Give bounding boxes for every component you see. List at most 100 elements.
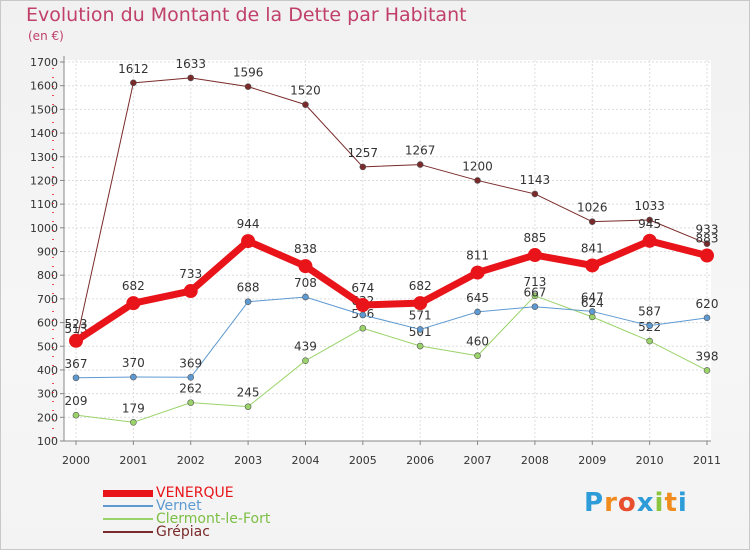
data-point xyxy=(187,74,195,82)
y-tick-label: 800 xyxy=(37,269,58,282)
series-gr-piac: 513 1612 1633 1596 1520 1257 1267 1200 1143 1026 1… xyxy=(65,57,719,347)
x-tick-label: 2010 xyxy=(636,454,664,467)
logo-letter: i xyxy=(654,488,665,518)
data-point xyxy=(126,296,141,311)
y-tick-label: 1200 xyxy=(30,174,58,187)
series-line xyxy=(75,296,708,379)
data-label: 179 xyxy=(122,401,145,415)
data-label: 945 xyxy=(638,217,661,231)
data-point xyxy=(474,177,481,184)
data-point xyxy=(355,298,370,313)
data-label: 645 xyxy=(466,291,489,305)
data-label: 367 xyxy=(65,357,88,371)
data-point xyxy=(244,83,252,90)
y-tick-label: 1000 xyxy=(30,222,58,235)
data-label: 1612 xyxy=(118,62,149,76)
data-label: 811 xyxy=(466,249,489,263)
data-point xyxy=(241,234,256,249)
data-label: 883 xyxy=(696,232,719,246)
data-point xyxy=(359,311,367,319)
y-tick-label: 1700 xyxy=(30,56,58,69)
data-label: 1520 xyxy=(290,84,321,98)
data-label: 1143 xyxy=(520,173,551,187)
data-label: 398 xyxy=(696,349,719,363)
data-point xyxy=(187,399,195,406)
data-label: 708 xyxy=(294,276,317,290)
data-label: 587 xyxy=(638,305,661,319)
data-label: 209 xyxy=(65,394,88,408)
series-line xyxy=(75,295,708,423)
data-label: 944 xyxy=(237,217,260,231)
x-tick-label: 2000 xyxy=(62,454,90,467)
y-tick-label: 700 xyxy=(37,293,58,306)
x-tick-label: 2008 xyxy=(521,454,549,467)
data-point xyxy=(72,411,80,419)
data-label: 523 xyxy=(65,317,88,331)
y-tick-label: 900 xyxy=(37,246,58,259)
data-point xyxy=(359,163,367,171)
data-point xyxy=(703,367,711,374)
series-vernet: 367370369688708632571645667647587620 xyxy=(65,276,718,382)
data-point xyxy=(416,342,424,350)
x-tick-label: 2003 xyxy=(234,454,262,467)
logo-letter: i xyxy=(677,488,688,518)
x-tick-label: 2005 xyxy=(349,454,377,467)
x-tick-label: 2001 xyxy=(119,454,147,467)
data-point xyxy=(183,284,198,299)
legend-swatch xyxy=(103,531,153,533)
series-clermont-le-fort: 209179262245439576501460713624522398 xyxy=(65,275,719,426)
data-label: 439 xyxy=(294,340,317,354)
data-label: 933 xyxy=(696,223,719,237)
data-label: 838 xyxy=(294,242,317,256)
logo-letter: o xyxy=(617,488,637,518)
data-point xyxy=(646,337,653,345)
data-label: 460 xyxy=(466,335,489,349)
data-label: 841 xyxy=(581,241,604,255)
data-label: 1596 xyxy=(233,66,264,80)
data-point xyxy=(585,258,600,273)
data-point xyxy=(588,308,596,315)
data-label: 682 xyxy=(122,279,145,293)
data-label: 885 xyxy=(523,231,546,245)
series-venerque: 523 682 733 944 838 674 682 811 885 841 945 883 xyxy=(65,217,719,348)
data-point xyxy=(359,324,367,332)
data-label: 370 xyxy=(122,356,145,370)
logo-letter: r xyxy=(604,488,618,518)
data-label: 1033 xyxy=(634,199,665,213)
data-label: 674 xyxy=(351,281,374,295)
plot-area xyxy=(64,60,711,441)
data-point xyxy=(130,373,137,381)
y-tick-label: 200 xyxy=(37,411,58,424)
data-point xyxy=(646,322,653,329)
y-tick-label: 300 xyxy=(37,388,58,401)
data-point xyxy=(703,240,711,247)
data-point xyxy=(700,248,714,263)
data-label: 262 xyxy=(179,382,202,396)
data-point xyxy=(130,418,137,426)
data-label: 1633 xyxy=(175,57,206,71)
data-label: 713 xyxy=(523,275,546,289)
data-point xyxy=(72,374,80,382)
data-label: 571 xyxy=(409,308,432,322)
y-tick-label: 1400 xyxy=(30,127,58,140)
data-label: 369 xyxy=(179,356,202,370)
series-line xyxy=(74,237,708,344)
y-tick-label: 1600 xyxy=(30,80,58,93)
logo-letter: t xyxy=(664,488,678,518)
y-tick-label: 1500 xyxy=(30,103,58,116)
y-tick-label: 1300 xyxy=(30,151,58,164)
data-point xyxy=(69,333,83,348)
data-point xyxy=(413,296,428,311)
data-point xyxy=(244,403,252,410)
data-point xyxy=(527,248,542,263)
legend-swatch xyxy=(103,505,153,507)
data-label: 1257 xyxy=(348,146,379,160)
y-tick-label: 400 xyxy=(37,364,58,377)
data-label: 733 xyxy=(179,267,202,281)
y-tick-label: 500 xyxy=(37,340,58,353)
data-point xyxy=(302,101,309,108)
data-point xyxy=(531,303,539,310)
logo-letter: x xyxy=(636,488,655,518)
data-point xyxy=(187,373,195,381)
